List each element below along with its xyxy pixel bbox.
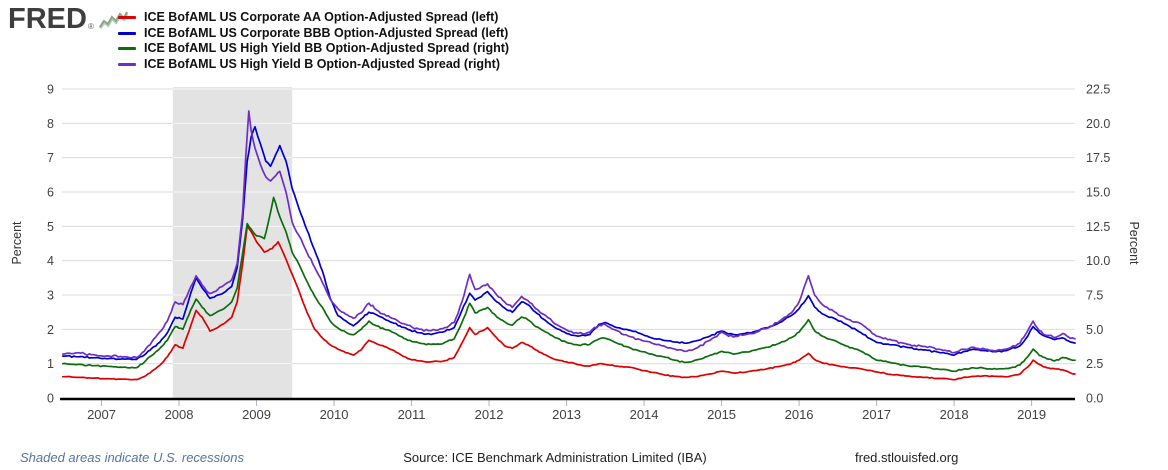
recession-band xyxy=(172,87,293,398)
y-axis-tick-label-right: 10.0 xyxy=(1086,254,1110,268)
chart-footer: Source: ICE Benchmark Administration Lim… xyxy=(0,448,1168,468)
series-line-bbb xyxy=(61,125,1076,361)
y-axis-tick-label-right: 7.5 xyxy=(1086,289,1103,303)
y-axis-tick-label-right: 15.0 xyxy=(1086,186,1110,200)
legend-item-aa: ICE BofAML US Corporate AA Option-Adjust… xyxy=(118,10,509,26)
x-axis-tick-label: 2009 xyxy=(242,407,271,422)
x-axis-tick-label: 2015 xyxy=(707,407,736,422)
x-axis-tick-label: 2017 xyxy=(862,407,891,422)
series-line-b xyxy=(61,110,1076,359)
x-axis-tick-label: 2010 xyxy=(320,407,349,422)
legend-swatch-bbb xyxy=(118,31,136,35)
x-axis-tick-label: 2011 xyxy=(398,407,426,422)
y-axis-tick-label-right: 20.0 xyxy=(1086,117,1110,131)
y-axis-tick-label-right: 12.5 xyxy=(1086,220,1110,234)
y-axis-tick-label-left: 8 xyxy=(47,117,54,131)
legend-swatch-aa xyxy=(118,16,136,20)
legend: ICE BofAML US Corporate AA Option-Adjust… xyxy=(118,10,509,72)
y-axis-tick-label-left: 9 xyxy=(47,83,54,97)
legend-label-b: ICE BofAML US High Yield B Option-Adjust… xyxy=(144,56,501,71)
y-axis-tick-label-left: 6 xyxy=(47,186,54,200)
legend-label-aa: ICE BofAML US Corporate AA Option-Adjust… xyxy=(144,10,499,25)
y-axis-tick-label-left: 7 xyxy=(47,151,54,165)
x-axis-tick-label: 2019 xyxy=(1017,407,1046,422)
y-axis-tick-label-right: 2.5 xyxy=(1086,357,1103,371)
legend-item-bbb: ICE BofAML US Corporate BBB Option-Adjus… xyxy=(118,26,509,42)
x-axis-tick-label: 2014 xyxy=(630,407,659,422)
legend-item-bb: ICE BofAML US High Yield BB Option-Adjus… xyxy=(118,41,509,57)
x-axis-tick-label: 2008 xyxy=(165,407,194,422)
y-axis-tick-label-left: 4 xyxy=(47,254,54,268)
y-axis-tick-label-right: 22.5 xyxy=(1086,83,1110,97)
y-axis-tick-label-left: 0 xyxy=(47,392,54,406)
y-axis-tick-label-left: 1 xyxy=(47,357,54,371)
x-axis-tick-label: 2016 xyxy=(785,407,814,422)
registered-trademark: ® xyxy=(87,22,94,31)
y-axis-tick-label-right: 5.0 xyxy=(1086,323,1103,337)
y-axis-tick-label-right: 17.5 xyxy=(1086,151,1110,165)
y-axis-tick-label-left: 3 xyxy=(47,289,54,303)
y-axis-tick-label-left: 5 xyxy=(47,220,54,234)
y-axis-tick-label-left: 2 xyxy=(47,323,54,337)
series-line-bb xyxy=(61,196,1076,373)
y-axis-tick-label-right: 0.0 xyxy=(1086,392,1103,406)
x-axis-tick-label: 2018 xyxy=(940,407,969,422)
series-line-aa xyxy=(61,225,1076,381)
x-axis-tick-label: 2012 xyxy=(475,407,504,422)
x-axis-tick-label: 2013 xyxy=(552,407,581,422)
legend-item-b: ICE BofAML US High Yield B Option-Adjust… xyxy=(118,57,509,73)
legend-label-bbb: ICE BofAML US Corporate BBB Option-Adjus… xyxy=(144,25,509,40)
source-note: Source: ICE Benchmark Administration Lim… xyxy=(403,450,707,465)
fred-site-text: fred.stlouisfed.org xyxy=(855,450,959,465)
x-axis-tick-label: 2007 xyxy=(87,407,116,422)
legend-label-bb: ICE BofAML US High Yield BB Option-Adjus… xyxy=(144,41,510,56)
fred-logo-text: FRED xyxy=(8,3,87,35)
legend-swatch-b xyxy=(118,62,136,66)
recession-note: Shaded areas indicate U.S. recessions xyxy=(20,450,245,465)
legend-swatch-bb xyxy=(118,47,136,51)
